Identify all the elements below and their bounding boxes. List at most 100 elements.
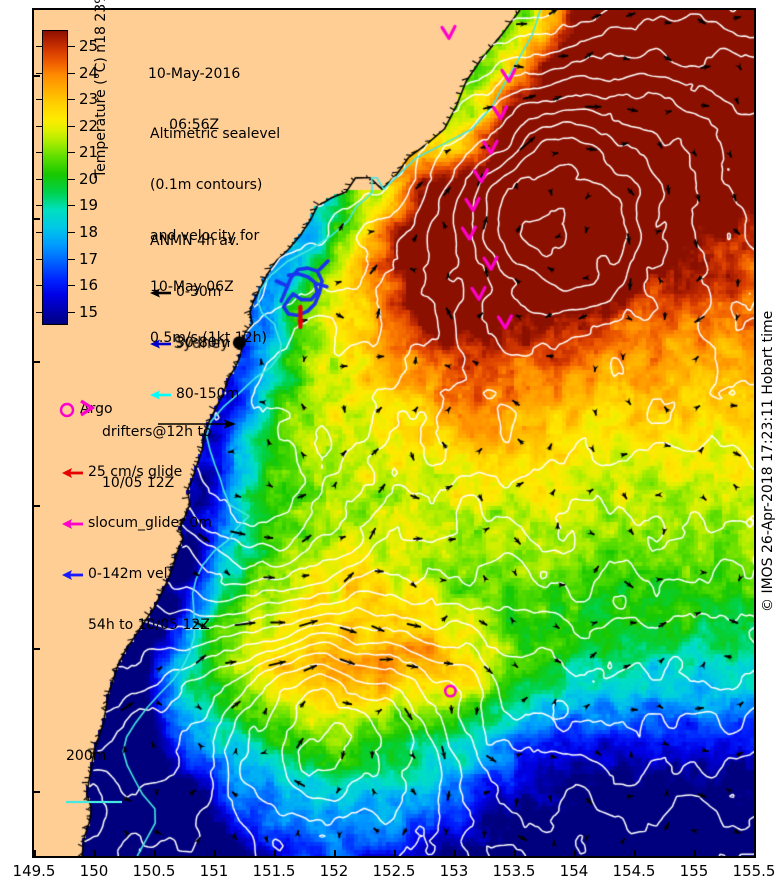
y-tick [32,791,40,794]
x-tick-label: 154.5 [612,862,656,880]
title-date: 10-May-2016 [148,66,241,82]
colorbar-tick-label: 23 [79,90,99,109]
x-tick-label: 152 [319,862,349,880]
colorbar-tick [68,125,75,127]
colorbar-tick [68,152,75,154]
colorbar-tick [36,205,43,207]
colorbar-tick [68,205,75,207]
colorbar-tick-label: 18 [79,222,99,241]
anmn-label-80-150m: 80-150m [176,386,240,402]
anmn-label-30-80m: 30-80m [176,335,231,351]
glider-legend: 25 cm/s glide slocum_glider 0m 0-142m ve… [62,430,212,668]
colorbar-tick [36,311,43,313]
colorbar-tick-label: 20 [79,169,99,188]
drifters-label-line-1: drifters@12h to [102,424,212,440]
isobath-label: 200m [66,748,107,764]
glider-label-speed: 25 cm/s glide [88,464,183,480]
x-tick-label: 155.5 [732,862,776,880]
colorbar-tick [36,125,43,127]
colorbar-title: Temperature (°C) n18 23% ql>=2 [93,0,109,178]
colorbar-tick [36,231,43,233]
desc-line-3: and velocity for [150,228,260,244]
left-arrow-icon [150,390,171,399]
credit-text: © IMOS 26-Apr-2018 17:23:11 Hobart time [760,310,776,612]
left-arrow-icon [62,518,83,529]
colorbar-tick [36,45,43,47]
colorbar-tick [36,72,43,74]
y-tick [32,361,40,364]
x-tick [574,850,576,858]
desc-line-2: (0.1m contours) [150,177,263,193]
x-tick-label: 149.5 [12,862,56,880]
colorbar-tick-label: 24 [79,63,99,82]
colorbar-tick-label: 17 [79,249,99,268]
y-tick [32,217,40,220]
right-arrow-icon [158,419,236,429]
x-tick [274,850,276,858]
x-tick-label: 153 [439,862,469,880]
desc-line-1: Altimetric sealevel [150,126,281,142]
x-tick [694,850,696,858]
x-tick-label: 151 [199,862,229,880]
colorbar-tick [68,311,75,313]
left-arrow-icon [150,339,171,348]
anmn-legend: ANMN 4h av. 0-30m 30-80m 80-150m [150,199,240,437]
x-tick-label: 152.5 [372,862,416,880]
colorbar-tick [68,99,75,101]
x-tick [334,850,336,858]
sst-field-canvas [34,10,754,856]
x-tick-label: 153.5 [492,862,536,880]
x-tick [454,850,456,858]
x-tick-label: 150.5 [132,862,176,880]
x-tick [394,850,396,858]
x-tick [634,850,636,858]
desc-line-5: 0.5m/s (1kt 12h) [150,330,267,346]
colorbar-tick [68,178,75,180]
colorbar-tick [36,152,43,154]
colorbar-tick [36,258,43,260]
y-tick [32,74,40,77]
x-tick [34,850,36,858]
colorbar-tick [68,231,75,233]
map-plot-area[interactable] [32,8,756,858]
x-tick-label: 154 [559,862,589,880]
temperature-colorbar [42,30,68,325]
left-arrow-icon [150,288,171,297]
colorbar-tick [68,72,75,74]
anmn-item-30-80m: 30-80m [150,335,240,352]
glider-item-depth: 0-142m vel [62,566,212,583]
colorbar-tick-label: 21 [79,143,99,162]
anmn-item-80-150m: 80-150m [150,386,240,403]
left-arrow-icon [62,569,83,580]
x-tick-label: 155 [679,862,709,880]
colorbar-tick [36,285,43,287]
x-tick [154,850,156,858]
colorbar-tick-label: 15 [79,302,99,321]
drifters-label-line-2: 10/05 12Z [102,475,175,491]
colorbar-tick [68,285,75,287]
drifters-legend: drifters@12h to 10/05 12Z [78,390,212,526]
glider-label-depth: 0-142m vel [88,566,168,582]
circle-outline-icon [59,402,75,417]
colorbar-tick-label: 16 [79,276,99,295]
glider-item-surface: slocum_glider 0m [62,515,212,532]
colorbar-tick [36,99,43,101]
colorbar-tick-label: 25 [79,36,99,55]
glider-label-surface: slocum_glider 0m [88,515,212,531]
glider-item-speed: 25 cm/s glide [62,464,212,481]
anmn-item-0-30m: 0-30m [150,284,240,301]
y-tick [32,504,40,507]
glider-label-period: 54h to 10/05 12Z [88,617,210,633]
x-tick [514,850,516,858]
colorbar-tick [36,178,43,180]
colorbar-tick [68,258,75,260]
anmn-label-0-30m: 0-30m [176,284,222,300]
left-arrow-icon [62,467,83,478]
x-tick [214,850,216,858]
x-tick-label: 151.5 [252,862,296,880]
chevron-marker-icon [80,399,96,417]
anmn-heading: ANMN 4h av. [150,233,240,249]
x-tick [754,850,756,858]
title-time: 06:56Z [169,117,220,133]
